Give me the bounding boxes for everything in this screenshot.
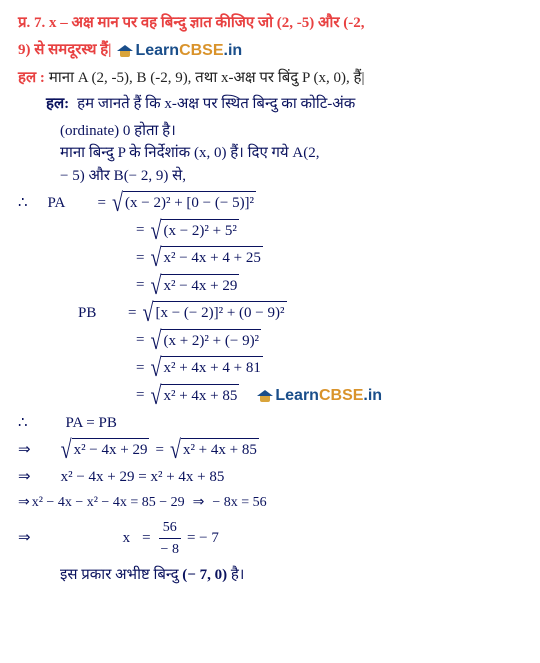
discussion-line3: माना बिन्दु P के निर्देशांक (x, 0) हैं। … <box>60 142 522 165</box>
logo-top: LearnCBSE.in <box>117 39 242 63</box>
pa-eq2: = √(x − 2)² + 5² <box>130 219 522 243</box>
discussion-line1: हल: हम जानते हैं कि x-अक्ष पर स्थित बिन्… <box>46 93 522 116</box>
discussion-line2: (ordinate) 0 होता है। <box>60 120 522 143</box>
pa-eq1: ∴ PA= √(x − 2)² + [0 − (− 5)]² <box>18 191 522 215</box>
discussion-line4: − 5) और B(− 2, 9) से, <box>60 165 522 188</box>
pb-eq2: = √(x + 2)² + (− 9)² <box>130 329 522 353</box>
pa-eq3: = √x² − 4x + 4 + 25 <box>130 246 522 270</box>
pb-eq3: = √x² + 4x + 4 + 81 <box>130 356 522 380</box>
question-line1: प्र. 7. x – अक्ष मान पर वह बिन्दु ज्ञात … <box>18 12 522 35</box>
pa-eq4: = √x² − 4x + 29 <box>130 274 522 298</box>
step-sqrt: ⇒ √x² − 4x + 29 = √x² + 4x + 85 <box>18 438 522 462</box>
answer-line1: हल : माना A (2, -5), B (-2, 9), तथा x-अक… <box>18 67 522 90</box>
step-sq: ⇒ x² − 4x + 29 = x² + 4x + 85 <box>18 466 522 489</box>
pb-eq1: PB= √[x − (− 2)]² + (0 − 9)² <box>60 301 522 325</box>
step-final: ⇒ x = 56− 8 = − 7 <box>18 517 522 560</box>
logo-mid: LearnCBSE.in <box>257 384 382 408</box>
step-simplify: ⇒ x² − 4x − x² − 4x = 85 − 29 ⇒ − 8x = 5… <box>18 492 522 513</box>
pa-eq-pb: ∴ PA = PB <box>18 412 522 435</box>
graduation-cap-icon <box>117 43 133 59</box>
graduation-cap-icon <box>257 388 273 404</box>
final-answer: इस प्रकार अभीष्ट बिन्दु (− 7, 0) है। <box>60 564 522 587</box>
pb-eq4: = √x² + 4x + 85 LearnCBSE.in <box>130 384 522 408</box>
question-line2: 9) से समदूरस्थ हैं| LearnCBSE.in <box>18 39 522 63</box>
